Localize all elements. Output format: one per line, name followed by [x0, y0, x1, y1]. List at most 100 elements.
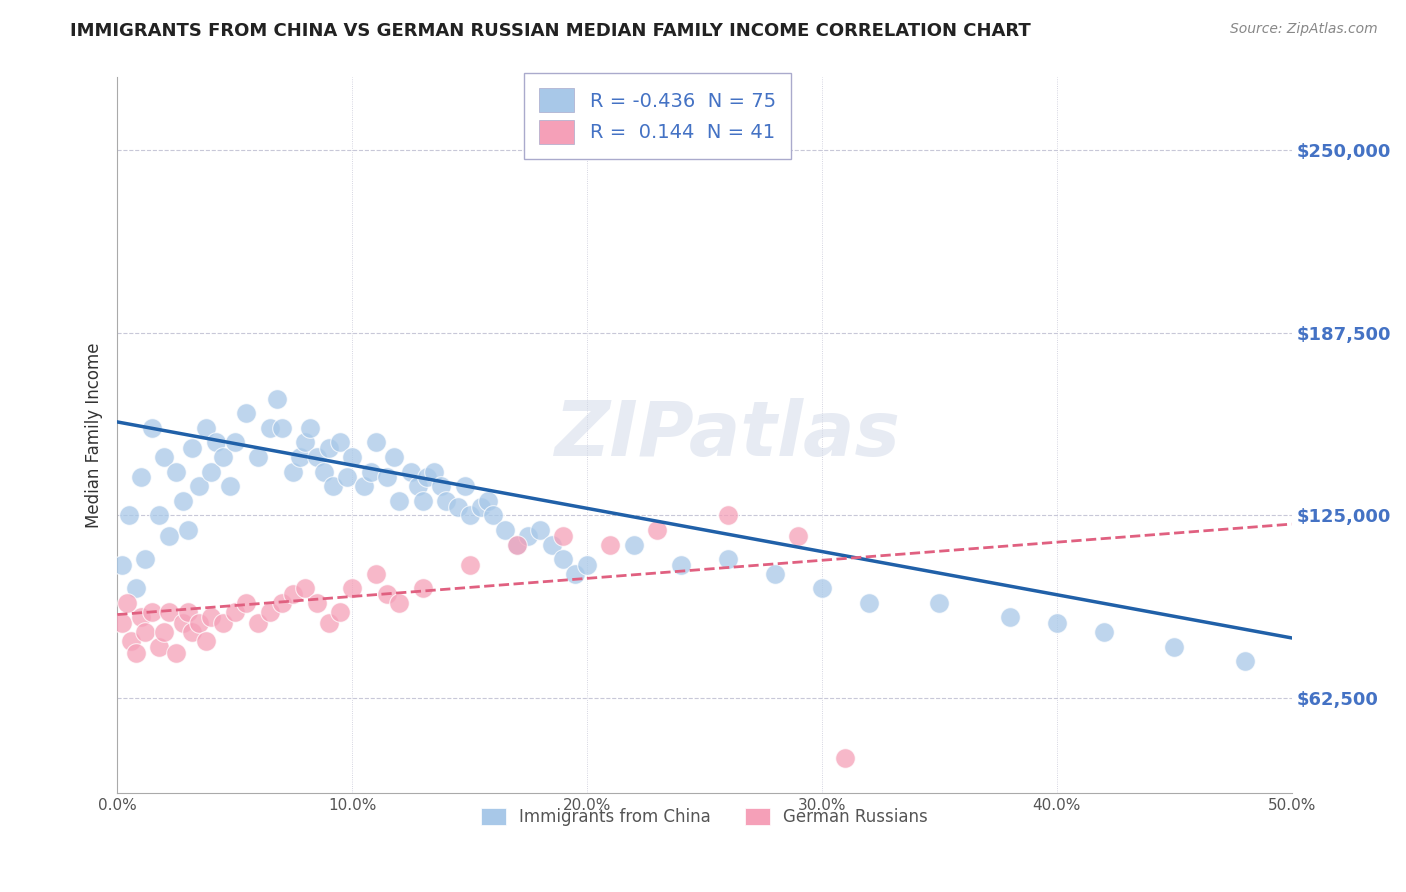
- Point: [283, 465, 305, 479]
- Point: [329, 435, 352, 450]
- Point: [717, 552, 740, 566]
- Point: [165, 646, 187, 660]
- Point: [998, 610, 1021, 624]
- Point: [360, 465, 382, 479]
- Point: [129, 470, 152, 484]
- Point: [430, 479, 453, 493]
- Point: [375, 587, 398, 601]
- Point: [134, 552, 156, 566]
- Point: [717, 508, 740, 523]
- Legend: Immigrants from China, German Russians: Immigrants from China, German Russians: [472, 799, 936, 834]
- Point: [477, 493, 499, 508]
- Point: [858, 596, 880, 610]
- Point: [382, 450, 405, 464]
- Point: [375, 470, 398, 484]
- Point: [165, 465, 187, 479]
- Point: [219, 479, 242, 493]
- Point: [340, 450, 363, 464]
- Point: [235, 596, 257, 610]
- Point: [811, 582, 834, 596]
- Point: [669, 558, 692, 572]
- Point: [787, 529, 810, 543]
- Point: [305, 596, 328, 610]
- Point: [176, 605, 198, 619]
- Point: [553, 529, 575, 543]
- Point: [115, 596, 138, 610]
- Point: [505, 537, 527, 551]
- Point: [129, 610, 152, 624]
- Point: [322, 479, 344, 493]
- Point: [318, 441, 340, 455]
- Point: [482, 508, 505, 523]
- Point: [364, 435, 387, 450]
- Point: [294, 435, 316, 450]
- Point: [188, 479, 211, 493]
- Point: [200, 610, 222, 624]
- Point: [266, 392, 288, 406]
- Point: [111, 558, 134, 572]
- Point: [134, 625, 156, 640]
- Point: [259, 605, 281, 619]
- Point: [517, 529, 540, 543]
- Point: [505, 537, 527, 551]
- Point: [200, 465, 222, 479]
- Point: [172, 616, 194, 631]
- Point: [172, 493, 194, 508]
- Point: [623, 537, 645, 551]
- Point: [423, 465, 446, 479]
- Point: [224, 605, 246, 619]
- Point: [763, 566, 786, 581]
- Point: [212, 616, 235, 631]
- Point: [118, 508, 141, 523]
- Point: [181, 441, 204, 455]
- Point: [458, 558, 481, 572]
- Point: [416, 470, 439, 484]
- Text: IMMIGRANTS FROM CHINA VS GERMAN RUSSIAN MEDIAN FAMILY INCOME CORRELATION CHART: IMMIGRANTS FROM CHINA VS GERMAN RUSSIAN …: [70, 22, 1031, 40]
- Point: [1163, 640, 1185, 654]
- Point: [1233, 654, 1256, 668]
- Point: [336, 470, 359, 484]
- Point: [575, 558, 598, 572]
- Point: [195, 421, 218, 435]
- Point: [270, 421, 292, 435]
- Point: [141, 605, 163, 619]
- Point: [283, 587, 305, 601]
- Point: [305, 450, 328, 464]
- Point: [294, 582, 316, 596]
- Point: [494, 523, 516, 537]
- Point: [195, 633, 218, 648]
- Point: [458, 508, 481, 523]
- Point: [406, 479, 429, 493]
- Point: [1046, 616, 1069, 631]
- Point: [388, 596, 411, 610]
- Point: [447, 500, 470, 514]
- Point: [647, 523, 669, 537]
- Point: [148, 640, 170, 654]
- Point: [205, 435, 228, 450]
- Point: [340, 582, 363, 596]
- Point: [188, 616, 211, 631]
- Point: [212, 450, 235, 464]
- Point: [599, 537, 621, 551]
- Point: [529, 523, 551, 537]
- Point: [928, 596, 950, 610]
- Point: [329, 605, 352, 619]
- Point: [564, 566, 586, 581]
- Point: [412, 582, 434, 596]
- Point: [153, 450, 176, 464]
- Point: [224, 435, 246, 450]
- Point: [553, 552, 575, 566]
- Point: [148, 508, 170, 523]
- Point: [111, 616, 134, 631]
- Point: [125, 582, 148, 596]
- Point: [235, 406, 257, 420]
- Point: [454, 479, 477, 493]
- Point: [157, 605, 180, 619]
- Text: ZIPatlas: ZIPatlas: [555, 398, 901, 472]
- Point: [259, 421, 281, 435]
- Point: [540, 537, 562, 551]
- Point: [270, 596, 292, 610]
- Point: [290, 450, 312, 464]
- Point: [312, 465, 335, 479]
- Point: [298, 421, 321, 435]
